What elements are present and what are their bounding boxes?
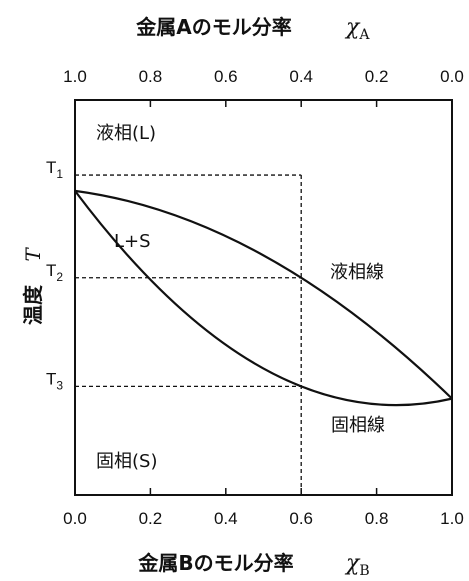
top-axis-symbol-char: χ: [344, 15, 361, 40]
two-phase-region-label: L+S: [114, 231, 151, 252]
y-axis-title: 温度: [21, 284, 45, 325]
top-axis-title: 金属Aのモル分率: [135, 15, 291, 39]
solidus-curve: [74, 190, 453, 407]
bottom-tick-label: 0.0: [63, 509, 87, 528]
bottom-tick-label: 0.4: [214, 509, 238, 528]
bottom-axis-title: 金属Bのモル分率: [137, 551, 293, 575]
top-tick-label: 0.6: [214, 67, 238, 86]
solid-region-label: 固相(S): [96, 451, 157, 472]
bottom-axis-symbol-char: χ: [344, 551, 361, 576]
t-level-letter: T: [46, 369, 56, 388]
bottom-tick-label: 1.0: [440, 509, 464, 528]
bottom-tick-label: 0.6: [289, 509, 313, 528]
bottom-axis-symbol: χB: [344, 551, 370, 579]
liquid-region-label: 液相(L): [96, 123, 156, 144]
t-level-letter: T: [46, 261, 56, 280]
y-axis-symbol: T: [21, 247, 45, 262]
t-level-label: T3: [46, 369, 63, 392]
bottom-tick-label: 0.2: [139, 509, 163, 528]
top-axis-symbol: χA: [344, 15, 370, 43]
top-tick-label: 0.8: [139, 67, 163, 86]
plot-frame: [74, 99, 453, 496]
solidus-label: 固相線: [331, 415, 385, 436]
liquidus-curve: [74, 189, 453, 400]
top-tick-label: 1.0: [63, 67, 87, 86]
t-level-label: T1: [46, 158, 63, 181]
top-tick-label: 0.4: [289, 67, 313, 86]
liquidus-label: 液相線: [330, 262, 384, 283]
t-level-label: T2: [46, 261, 63, 284]
axis-tick-marks: [149, 100, 378, 495]
bottom-tick-label: 0.8: [365, 509, 389, 528]
bottom-tick-labels: 0.0 0.2 0.4 0.6 0.8 1.0: [63, 509, 464, 528]
t-level-subscript: 1: [56, 167, 63, 181]
top-tick-labels: 1.0 0.8 0.6 0.4 0.2 0.0: [63, 67, 464, 86]
top-tick-label: 0.2: [365, 67, 389, 86]
top-axis-subscript: A: [358, 27, 370, 43]
t-level-subscript: 3: [56, 378, 63, 392]
dashed-guides: [75, 174, 302, 495]
t-level-letter: T: [46, 158, 56, 177]
t-level-subscript: 2: [56, 270, 63, 284]
bottom-axis-subscript: B: [359, 563, 369, 579]
top-tick-label: 0.0: [440, 67, 464, 86]
